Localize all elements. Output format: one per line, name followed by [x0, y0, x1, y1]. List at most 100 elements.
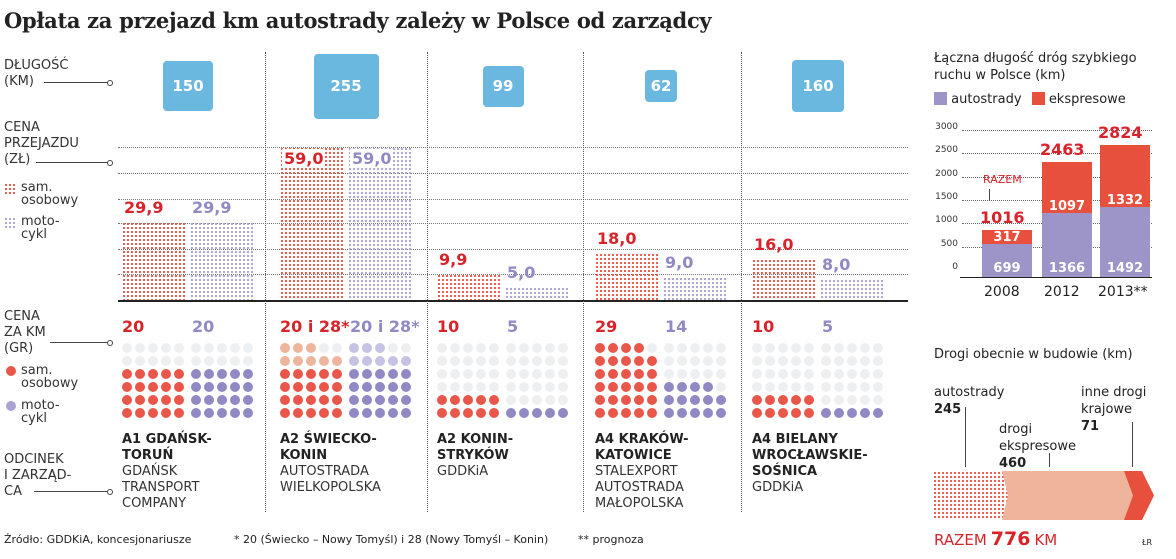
per-km-dot-car [306, 343, 316, 353]
per-km-dot-moto [204, 356, 214, 366]
per-km-dot-moto [703, 408, 713, 418]
price-bar-moto [190, 222, 254, 300]
per-km-dot-car [804, 356, 814, 366]
per-km-dot-car [450, 408, 460, 418]
per-km-dot-car [174, 356, 184, 366]
per-km-dot-moto [401, 395, 411, 405]
price-label-car: 18,0 [597, 229, 637, 249]
per-km-dot-moto [677, 343, 687, 353]
length-box: 255 [313, 53, 379, 119]
total-prefix: RAZEM [934, 531, 987, 549]
per-km-dot-car [332, 382, 342, 392]
label-line: (KM) [4, 74, 34, 89]
per-km-dot-moto [821, 382, 831, 392]
per-km-dot-moto [230, 356, 240, 366]
per-km-dot-car [450, 382, 460, 392]
label-line: ZA KM [4, 325, 46, 340]
leader-line [44, 80, 113, 86]
section-name: A4 KRAKÓW- [595, 432, 689, 447]
legend-text: sam. [21, 363, 53, 378]
author-initials: ŁR [1142, 538, 1153, 547]
per-km-dot-moto [558, 382, 568, 392]
length-box: 150 [163, 61, 213, 111]
per-km-dot-car [280, 395, 290, 405]
gridline [118, 199, 908, 200]
footnote-1: * 20 (Świecko – Nowy Tomyśl) i 28 (Nowy … [234, 533, 549, 546]
legend-label: autostrady [951, 92, 1022, 107]
total-label: 1016 [980, 207, 1025, 227]
section-info: A4 BIELANY WROCŁAWSKIE- SOŚNICA GDDKiA [752, 432, 902, 496]
legend-text: cykl [21, 411, 47, 426]
per-km-dot-moto [821, 343, 831, 353]
per-km-dot-car [621, 395, 631, 405]
per-km-dot-car [293, 343, 303, 353]
per-km-dot-car [332, 356, 342, 366]
per-km-dot-car [148, 395, 158, 405]
per-km-dot-moto [362, 382, 372, 392]
per-km-dot-moto [558, 395, 568, 405]
per-km-dot-moto [545, 369, 555, 379]
legend-moto-km: moto-cykl [4, 398, 60, 427]
per-km-dot-moto [532, 343, 542, 353]
section-info: A1 GDAŃSK- TORUŃ GDAŃSK TRANSPORT COMPANY [122, 432, 272, 512]
per-km-dot-moto [664, 343, 674, 353]
bar-value: 1097 [1048, 199, 1086, 215]
per-km-dot-car [752, 343, 762, 353]
gridline [118, 173, 908, 174]
total-unit: KM [1034, 531, 1058, 549]
length-box: 62 [645, 70, 677, 102]
bar-autostrady: 699 [982, 244, 1032, 277]
legend-text: moto- [21, 214, 60, 229]
per-km-dot-moto [204, 343, 214, 353]
per-km-dot-car [174, 408, 184, 418]
per-km-dot-moto [873, 343, 883, 353]
per-km-dot-moto [349, 408, 359, 418]
total-label: 2824 [1098, 123, 1143, 143]
per-km-dot-car [280, 408, 290, 418]
per-km-dot-car [306, 369, 316, 379]
per-km-dot-moto [388, 408, 398, 418]
per-km-dot-car [122, 382, 132, 392]
per-km-dot-car [804, 408, 814, 418]
per-km-dot-moto [388, 382, 398, 392]
per-km-dot-moto [349, 343, 359, 353]
per-km-dot-moto [401, 408, 411, 418]
per-km-dot-moto [362, 395, 372, 405]
per-km-dot-moto [519, 356, 529, 366]
per-km-label-moto: 14 [665, 317, 688, 336]
price-bar-car [437, 274, 501, 300]
per-km-dot-moto [401, 369, 411, 379]
bar-value: 1492 [1106, 260, 1144, 276]
x-tick-label: 2012 [1044, 284, 1080, 300]
per-km-dot-car [608, 395, 618, 405]
per-km-dot-car [608, 356, 618, 366]
price-label-car: 29,9 [124, 198, 164, 218]
per-km-dot-car [174, 343, 184, 353]
y-tick-label: 3000 [935, 122, 958, 132]
per-km-dot-car [161, 408, 171, 418]
per-km-dot-car [437, 343, 447, 353]
bar-ekspresowe: 1332 [1100, 145, 1150, 208]
per-km-dot-car [476, 395, 486, 405]
per-km-dot-moto [204, 395, 214, 405]
per-km-dot-car [634, 382, 644, 392]
section-operator: GDDKiA [437, 464, 489, 479]
per-km-dot-car [122, 408, 132, 418]
gridline [118, 274, 908, 275]
per-km-dot-moto [716, 408, 726, 418]
per-km-dot-car [778, 382, 788, 392]
legend-text: cykl [21, 227, 47, 242]
per-km-dot-moto [677, 408, 687, 418]
legend-car-km: sam. osobowy [4, 363, 78, 392]
per-km-dot-car [148, 369, 158, 379]
per-km-dot-moto [677, 395, 687, 405]
gridline [962, 130, 1152, 131]
per-km-dot-moto [230, 408, 240, 418]
section-operator: COMPANY [122, 496, 187, 511]
per-km-dot-car [437, 369, 447, 379]
per-km-dot-car [791, 408, 801, 418]
per-km-dot-moto [519, 408, 529, 418]
per-km-dot-moto [834, 369, 844, 379]
per-km-dot-car [647, 395, 657, 405]
bar-autostrady: 1492 [1100, 207, 1150, 277]
